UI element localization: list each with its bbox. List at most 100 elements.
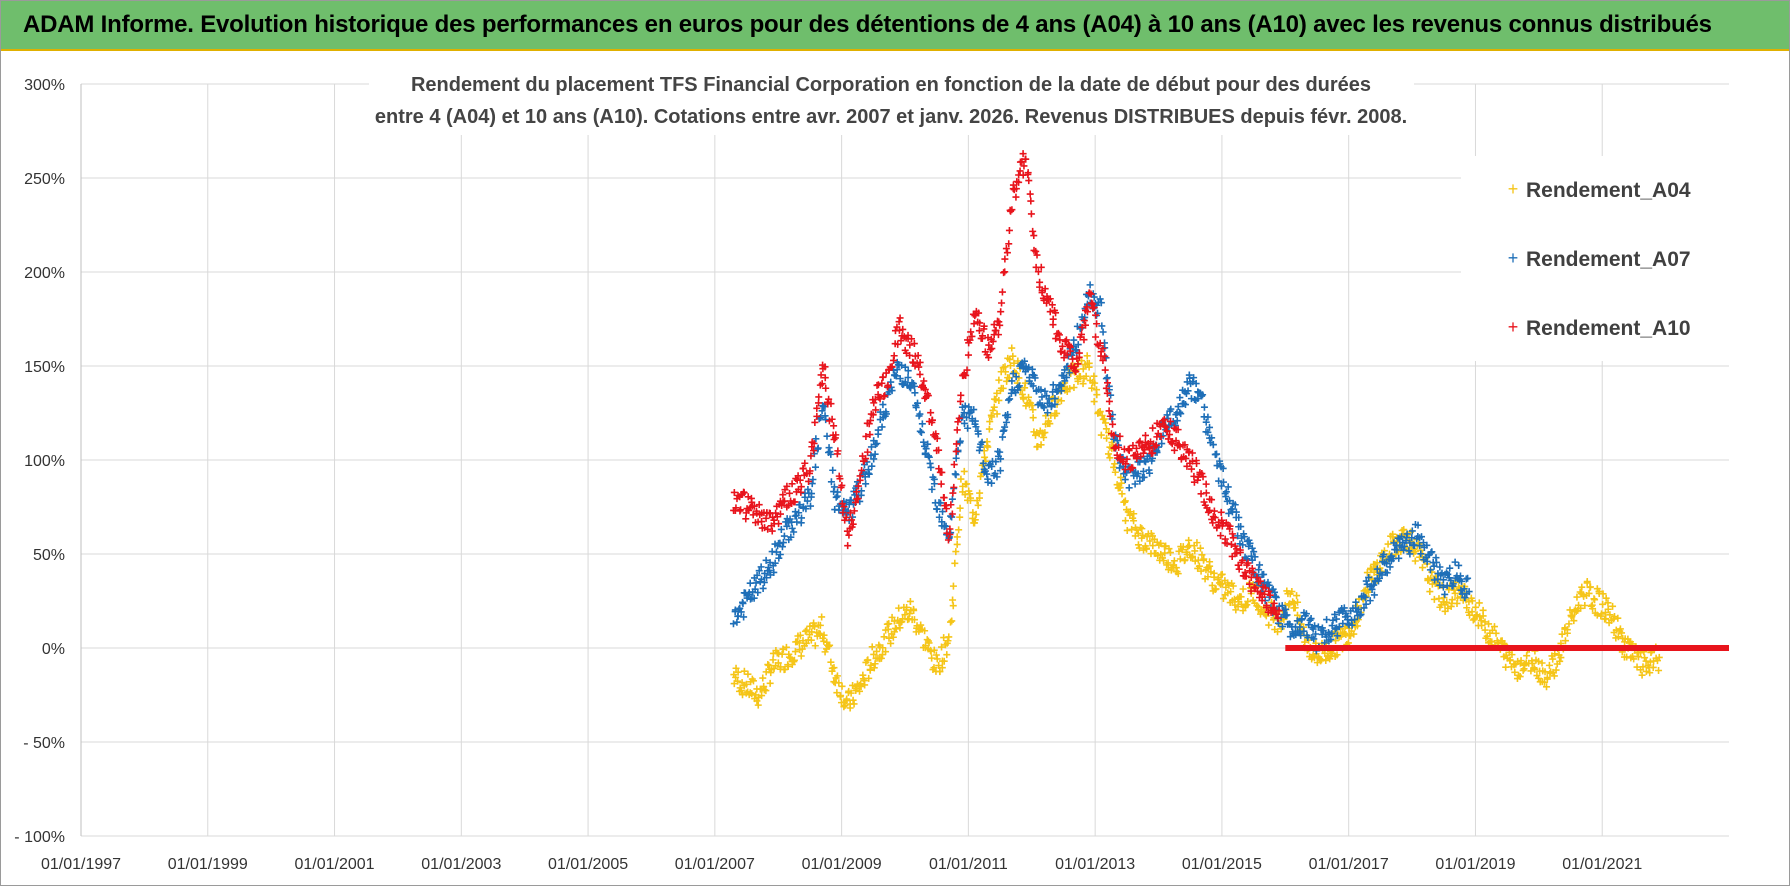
point-a10: [1161, 422, 1169, 430]
point-a07: [1099, 328, 1107, 336]
point-a04: [930, 646, 938, 654]
point-a07: [1051, 395, 1059, 403]
point-a07: [825, 444, 833, 452]
point-a10: [1063, 351, 1071, 359]
point-a04: [1552, 666, 1560, 674]
point-a10: [1256, 577, 1264, 585]
point-a04: [1411, 557, 1419, 565]
point-a04: [1229, 582, 1237, 590]
point-a07: [1271, 588, 1279, 596]
point-a07: [1408, 534, 1416, 542]
point-a07: [1272, 593, 1280, 601]
x-tick-label: 01/01/2015: [1182, 856, 1262, 873]
point-a04: [797, 652, 805, 660]
point-a10: [830, 422, 838, 430]
point-a10: [1043, 299, 1051, 307]
point-a10: [1217, 508, 1225, 516]
gridlines: [80, 83, 1729, 837]
point-a04: [1243, 601, 1251, 609]
point-a10: [839, 509, 847, 517]
point-a04: [896, 624, 904, 632]
point-a10: [1261, 590, 1269, 598]
point-a04: [1558, 630, 1566, 638]
point-a10: [1162, 423, 1170, 431]
point-a07: [1333, 632, 1341, 640]
point-a10: [907, 335, 915, 343]
point-a07: [1215, 477, 1223, 485]
point-a04: [732, 673, 740, 681]
point-a10: [1087, 290, 1095, 298]
point-a10: [1263, 601, 1271, 609]
point-a04: [1207, 568, 1215, 576]
point-a10: [1163, 427, 1171, 435]
point-a10: [1261, 584, 1269, 592]
point-a07: [1460, 585, 1468, 593]
point-a04: [1118, 490, 1126, 498]
point-a04: [1577, 604, 1585, 612]
point-a10: [1270, 599, 1278, 607]
point-a04: [1146, 537, 1154, 545]
point-a04: [1029, 406, 1037, 414]
point-a10: [1109, 420, 1117, 428]
point-a04: [1454, 594, 1461, 602]
point-a10: [874, 381, 882, 389]
point-a07: [956, 437, 964, 445]
point-a10: [1188, 449, 1196, 457]
point-a04: [1572, 607, 1580, 615]
point-a04: [1176, 555, 1184, 563]
point-a10: [811, 418, 819, 426]
point-a07: [1401, 542, 1409, 550]
point-a07: [937, 499, 945, 507]
point-a07: [904, 367, 912, 375]
point-a04: [984, 443, 992, 451]
point-a10: [1096, 339, 1104, 347]
x-tick-label: 01/01/2019: [1435, 856, 1515, 873]
point-a10: [854, 495, 862, 503]
point-a10: [1123, 455, 1131, 463]
point-a10: [948, 510, 956, 518]
point-a04: [947, 618, 955, 626]
point-a10: [1247, 587, 1255, 595]
point-a04: [1479, 606, 1487, 614]
point-a07: [1184, 387, 1192, 395]
point-a10: [813, 412, 821, 420]
point-a07: [791, 508, 799, 516]
point-a04: [1332, 637, 1340, 645]
point-a10: [1092, 311, 1100, 319]
point-a07: [1176, 394, 1184, 402]
point-a07: [997, 455, 1005, 463]
point-a07: [871, 450, 879, 458]
point-a04: [1549, 655, 1557, 663]
point-a10: [851, 498, 859, 506]
point-a10: [776, 510, 784, 518]
point-a04: [1606, 611, 1614, 619]
point-a07: [731, 608, 739, 616]
point-a04: [820, 631, 828, 639]
point-a04: [952, 548, 960, 556]
point-a10: [967, 328, 975, 336]
legend-marker-a04: +: [1508, 179, 1519, 199]
point-a04: [1135, 544, 1143, 552]
point-a04: [1469, 616, 1477, 624]
point-a04: [1244, 597, 1252, 605]
point-a07: [1293, 617, 1301, 625]
point-a07: [1373, 565, 1381, 573]
point-a10: [845, 531, 853, 539]
point-a04: [1097, 431, 1105, 439]
point-a10: [878, 379, 886, 387]
point-a10: [834, 447, 842, 455]
point-a10: [1101, 366, 1109, 374]
point-a10: [950, 461, 958, 469]
point-a07: [1461, 594, 1469, 602]
point-a10: [818, 380, 826, 388]
point-a07: [783, 522, 791, 530]
point-a07: [757, 563, 765, 571]
x-tick-label: 01/01/2003: [421, 856, 501, 873]
point-a10: [1182, 454, 1190, 462]
point-a10: [1000, 269, 1008, 277]
point-a10: [1106, 412, 1114, 420]
legend-label-a04: Rendement_A04: [1526, 179, 1691, 202]
point-a10: [1041, 285, 1049, 293]
point-a07: [1199, 391, 1207, 399]
point-a04: [955, 526, 963, 534]
